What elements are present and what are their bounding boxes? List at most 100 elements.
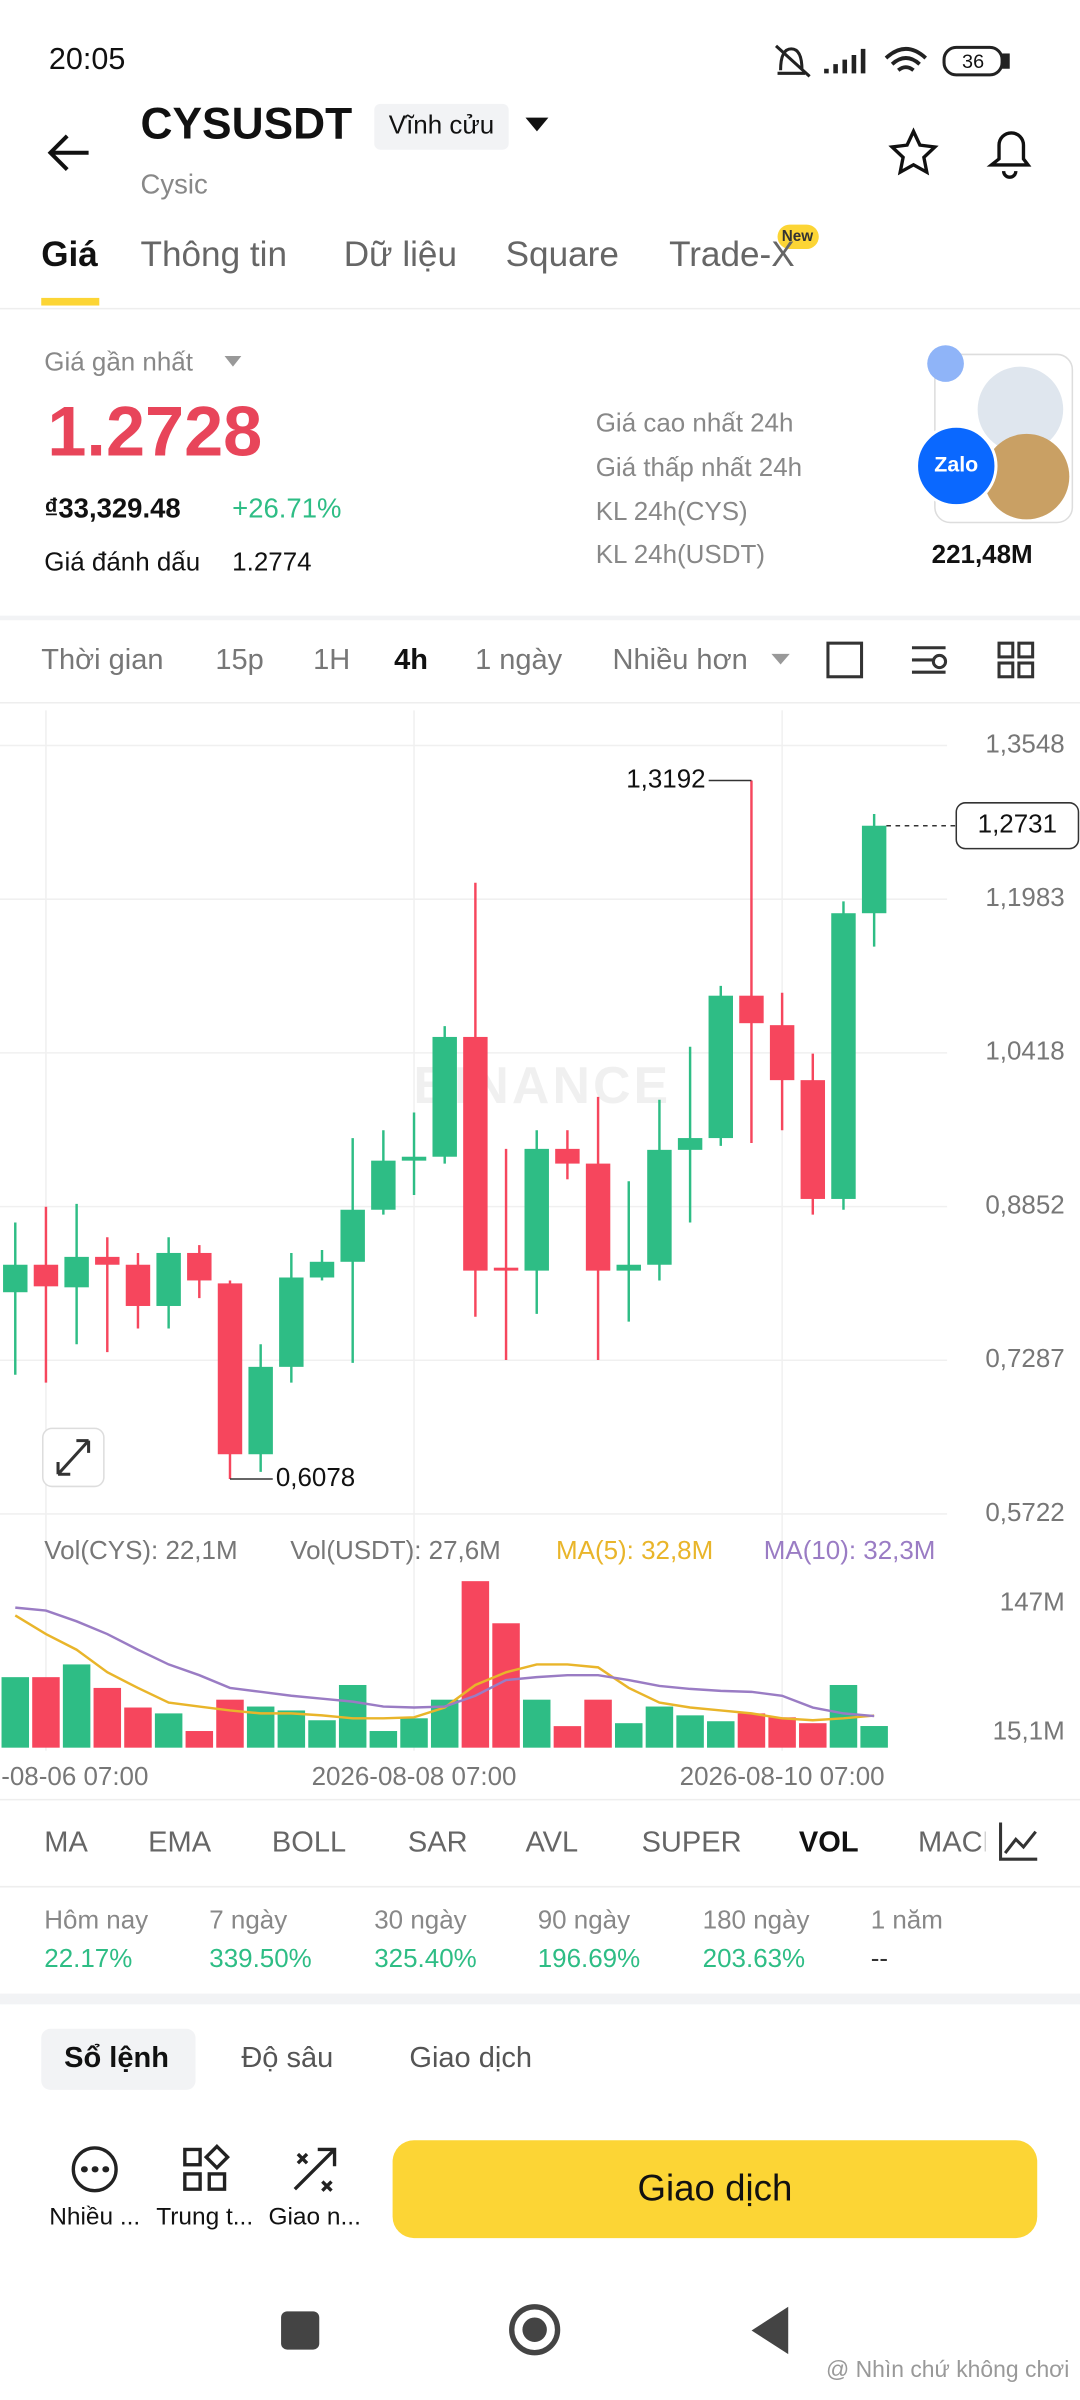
symbol: CYSUSDT <box>141 100 353 149</box>
chart-tools[interactable] <box>826 641 1035 679</box>
last-price-label: 1,2731 <box>978 809 1057 839</box>
candle-body <box>340 1209 365 1262</box>
indicator-tab[interactable]: BOLL <box>272 1827 346 1859</box>
fullscreen-icon[interactable] <box>56 1439 91 1476</box>
action-label[interactable]: Nhiều ... <box>49 2204 140 2231</box>
tab[interactable]: Trade-X <box>669 235 795 274</box>
hub-icon[interactable] <box>207 2172 227 2191</box>
zalo-bubble[interactable] <box>915 424 998 508</box>
performance-label: 30 ngày <box>374 1905 466 1935</box>
interval[interactable]: Thời gian <box>41 644 163 676</box>
dropdown-arrow[interactable] <box>525 117 549 132</box>
tab[interactable]: Dữ liệu <box>344 235 457 274</box>
volume-bar <box>584 1699 612 1748</box>
volume-legend: Vol(USDT): 27,6M <box>290 1535 501 1565</box>
hub-icon[interactable] <box>183 2172 202 2191</box>
tool-icon[interactable] <box>931 653 948 670</box>
candle-body <box>739 995 764 1024</box>
candle-body <box>33 1264 59 1287</box>
wifi-icon <box>884 46 928 72</box>
price-label: Giá gần nhất <box>44 346 193 376</box>
volume-bar <box>522 1699 551 1748</box>
volume-bar <box>1 1677 30 1748</box>
performance-value: 203.63% <box>703 1943 805 1973</box>
more-icon[interactable] <box>71 2146 118 2193</box>
trade-button[interactable] <box>392 2140 1038 2239</box>
action-label[interactable]: Trung t... <box>156 2204 253 2231</box>
action-label[interactable]: Giao n... <box>268 2204 360 2231</box>
order-tab[interactable]: Độ sâu <box>241 2042 333 2074</box>
credit-watermark: @ Nhìn chứ không chơi <box>826 2356 1069 2382</box>
candle-body <box>708 995 733 1139</box>
chart: 1,3548 1,1983 1,0418 0,8852 0,7287 0,5722 2026… <box>0 710 1080 1791</box>
chat-head[interactable] <box>983 433 1070 520</box>
tool-icon[interactable] <box>826 641 864 679</box>
volume-bar <box>461 1581 490 1748</box>
tool-icon[interactable] <box>997 641 1015 659</box>
tab-pill[interactable] <box>41 2028 196 2090</box>
price-dropdown[interactable] <box>224 355 242 367</box>
hub-icon[interactable] <box>203 2144 230 2171</box>
contract-pill[interactable] <box>374 103 509 150</box>
indicator-tab[interactable]: VOL <box>799 1827 859 1859</box>
nav-home[interactable] <box>509 2304 561 2356</box>
interval[interactable]: 1 ngày <box>475 644 563 676</box>
convert-icon[interactable] <box>293 2147 337 2192</box>
indicator-tab[interactable]: MA <box>44 1827 88 1859</box>
candle-body <box>248 1366 273 1455</box>
candle-body <box>309 1261 335 1278</box>
back-button[interactable] <box>47 134 89 171</box>
indicator-tab[interactable]: AVL <box>525 1827 578 1859</box>
volume-bar <box>737 1713 766 1748</box>
candle-body <box>769 1025 795 1081</box>
tool-icon[interactable] <box>1017 641 1035 659</box>
interval-dropdown[interactable] <box>771 653 790 665</box>
y-tick-label: 1,3548 <box>985 728 1064 758</box>
indicator-settings[interactable] <box>999 1822 1038 1861</box>
y-tick-label: 0,5722 <box>985 1497 1064 1527</box>
candle-body <box>493 1267 519 1271</box>
x-tick-label: 2026-08-10 07:00 <box>680 1761 885 1791</box>
indicator-tab[interactable]: SUPER <box>642 1827 742 1859</box>
tab[interactable]: Thông tin <box>141 235 287 274</box>
coin-name: Cysic <box>141 169 208 200</box>
tool-icon[interactable] <box>911 646 946 674</box>
notification-dot <box>927 345 964 382</box>
candle-body <box>401 1156 427 1161</box>
volume-legend: MA(5): 32,8M <box>556 1535 713 1565</box>
volume-bar <box>216 1699 244 1748</box>
hub-icon[interactable] <box>183 2147 202 2167</box>
y-tick-label: 0,8852 <box>985 1189 1064 1219</box>
candle-body <box>647 1149 672 1265</box>
order-tab[interactable]: Giao dịch <box>409 2042 532 2074</box>
order-tab[interactable]: Sổ lệnh <box>64 2042 169 2074</box>
nav-home-dot[interactable] <box>522 2317 547 2342</box>
tab[interactable]: Giá <box>41 235 98 274</box>
candle-body <box>800 1080 826 1199</box>
contract-type[interactable]: Vĩnh cửu <box>389 110 494 140</box>
trade-button-label[interactable]: Giao dịch <box>637 2167 792 2208</box>
alert-button[interactable] <box>986 131 1032 179</box>
favorite-button[interactable] <box>888 127 939 176</box>
interval[interactable]: 15p <box>215 644 263 676</box>
new-badge-text: New <box>782 228 814 245</box>
interval[interactable]: 4h <box>394 644 428 676</box>
indicator-tab[interactable]: SAR <box>408 1827 468 1859</box>
interval[interactable]: Nhiều hơn <box>613 644 748 676</box>
chat-head[interactable] <box>977 366 1064 453</box>
volume-tick-label: 15,1M <box>993 1716 1065 1746</box>
nav-recents[interactable] <box>281 2311 320 2350</box>
candle-body <box>585 1163 611 1271</box>
tab[interactable]: Square <box>506 235 619 274</box>
nav-back[interactable] <box>751 2306 789 2355</box>
indicator-tab[interactable]: EMA <box>148 1827 212 1859</box>
zalo-label[interactable]: Zalo <box>934 453 978 477</box>
tool-icon[interactable] <box>997 661 1015 679</box>
y-tick-label: 1,0418 <box>985 1036 1064 1066</box>
performance-label: Hôm nay <box>44 1905 148 1935</box>
volume-bar <box>400 1718 428 1748</box>
interval[interactable]: 1H <box>313 644 350 676</box>
volume-bar <box>768 1717 796 1748</box>
tool-icon[interactable] <box>1017 661 1035 679</box>
